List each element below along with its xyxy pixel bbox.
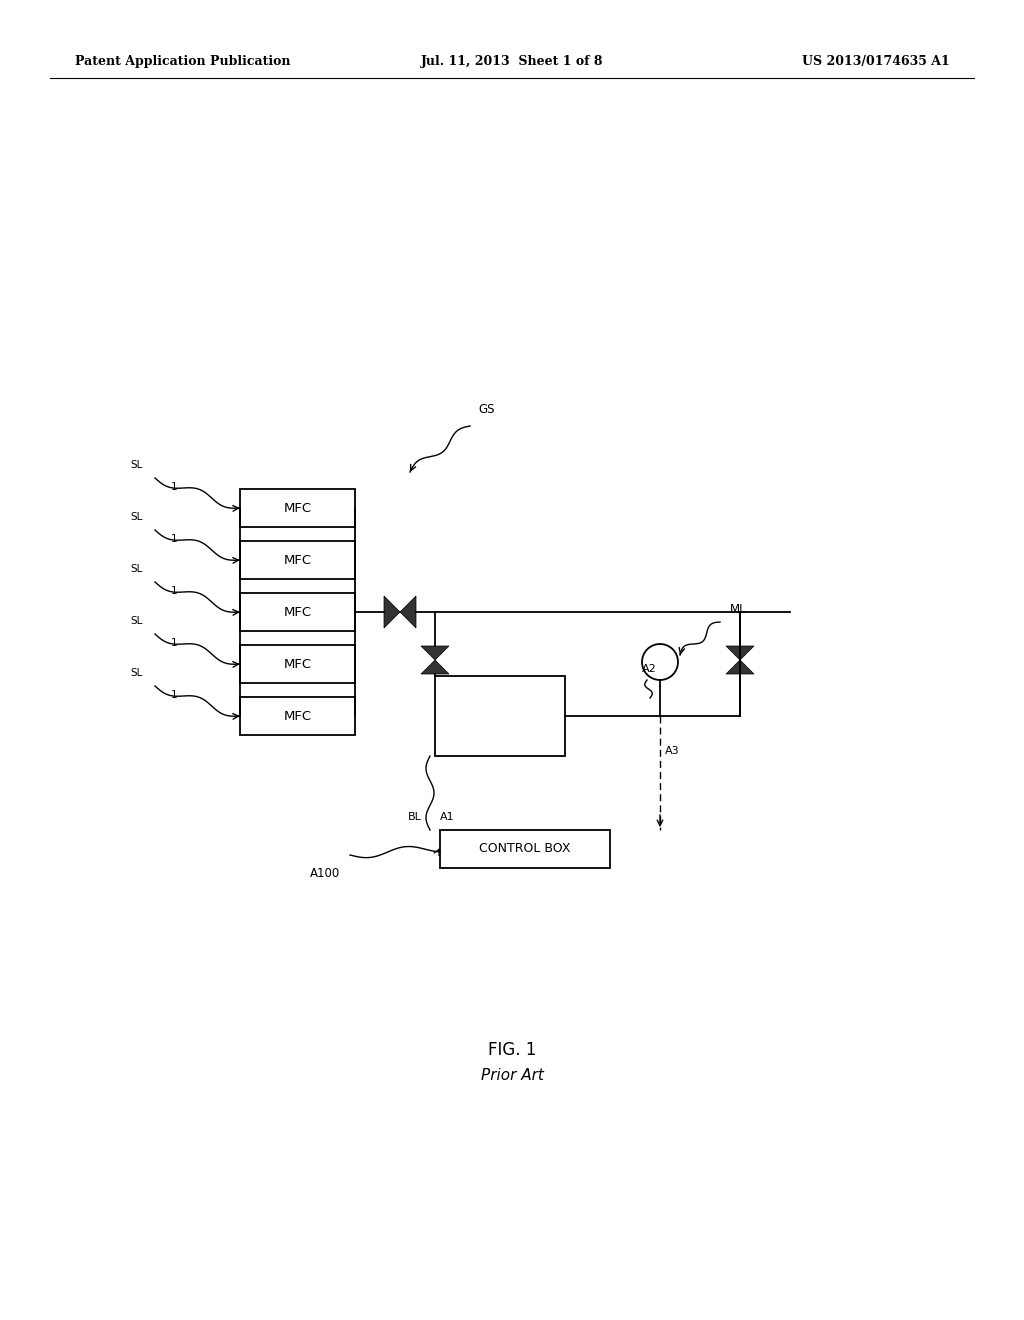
Bar: [240, 645, 355, 682]
Text: A3: A3: [665, 746, 680, 756]
Text: A2: A2: [642, 664, 656, 675]
Text: 1: 1: [171, 690, 177, 700]
Text: MFC: MFC: [284, 502, 311, 515]
Polygon shape: [400, 597, 416, 628]
Text: Prior Art: Prior Art: [480, 1068, 544, 1082]
Text: GS: GS: [478, 403, 495, 416]
Text: SL: SL: [131, 564, 143, 574]
Text: MFC: MFC: [284, 657, 311, 671]
Text: MFC: MFC: [284, 710, 311, 722]
Bar: [435, 676, 565, 756]
Text: A100: A100: [310, 867, 340, 880]
Text: 1: 1: [171, 535, 177, 544]
Text: FIG. 1: FIG. 1: [487, 1041, 537, 1059]
Text: ML: ML: [730, 603, 746, 616]
Text: BL: BL: [409, 812, 422, 822]
Text: SL: SL: [131, 459, 143, 470]
Polygon shape: [384, 597, 400, 628]
Polygon shape: [421, 660, 449, 675]
Text: MFC: MFC: [284, 553, 311, 566]
Bar: [240, 593, 355, 631]
Bar: [240, 697, 355, 735]
Text: Jul. 11, 2013  Sheet 1 of 8: Jul. 11, 2013 Sheet 1 of 8: [421, 55, 603, 69]
Text: 1: 1: [171, 586, 177, 597]
Text: Patent Application Publication: Patent Application Publication: [75, 55, 291, 69]
Bar: [240, 488, 355, 527]
Bar: [440, 830, 610, 869]
Polygon shape: [726, 645, 754, 660]
Text: CONTROL BOX: CONTROL BOX: [479, 842, 570, 855]
Text: MFC: MFC: [284, 606, 311, 619]
Text: 1: 1: [171, 638, 177, 648]
Text: US 2013/0174635 A1: US 2013/0174635 A1: [802, 55, 950, 69]
Polygon shape: [421, 645, 449, 660]
Text: SL: SL: [131, 616, 143, 626]
Polygon shape: [726, 660, 754, 675]
Text: SL: SL: [131, 512, 143, 521]
Text: SL: SL: [131, 668, 143, 678]
Text: 1: 1: [171, 482, 177, 492]
Bar: [240, 541, 355, 579]
Text: A1: A1: [440, 812, 455, 822]
